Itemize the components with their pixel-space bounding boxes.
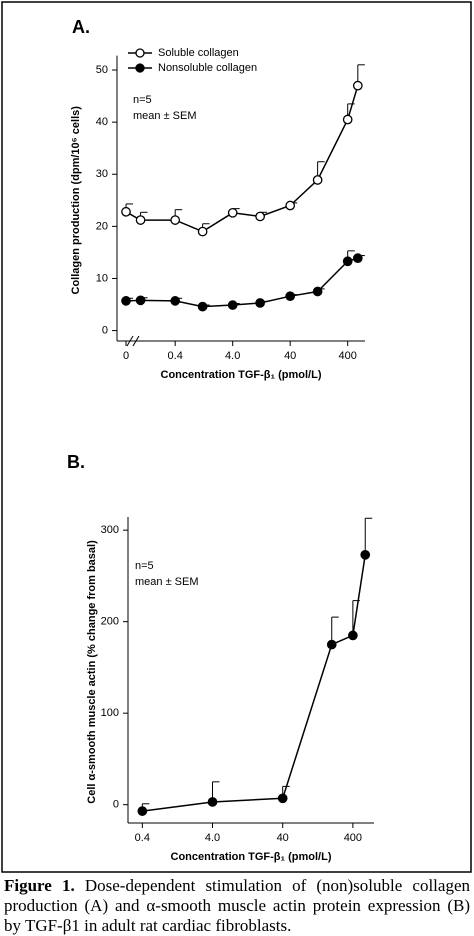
x-axis-label: Concentration TGF-β₁ (pmol/L) [161, 369, 322, 381]
annotation: n=5 [133, 94, 152, 106]
legend-label: Soluble collagen [158, 47, 239, 59]
point [342, 114, 353, 125]
point [255, 298, 265, 308]
y-tick-label: 200 [101, 616, 119, 628]
panel-label: A. [72, 17, 90, 37]
y-axis-label: Cell α-smooth muscle actin (% change fro… [86, 540, 98, 804]
y-tick-label: 50 [96, 64, 108, 76]
legend-marker [135, 48, 145, 58]
point [348, 630, 358, 641]
point [255, 211, 265, 222]
point [285, 200, 296, 211]
y-tick-label: 40 [96, 116, 108, 128]
point [277, 793, 288, 804]
point [352, 80, 363, 91]
annotation: mean ± SEM [135, 576, 199, 588]
annotation: n=5 [135, 560, 154, 572]
x-tick-label: 0 [123, 350, 129, 362]
point [352, 253, 363, 263]
x-tick-label: 4.0 [205, 832, 220, 844]
x-tick-label: 40 [277, 832, 289, 844]
series-line [125, 257, 359, 308]
y-tick-label: 20 [96, 220, 108, 232]
axis-break [126, 335, 134, 347]
point [170, 215, 181, 225]
point [360, 550, 371, 560]
point [135, 295, 146, 306]
point [312, 175, 323, 185]
x-tick-label: 400 [344, 832, 362, 844]
point [121, 296, 131, 306]
series-line [125, 85, 359, 233]
point [326, 639, 337, 650]
y-tick-label: 30 [96, 168, 108, 180]
point [342, 256, 353, 267]
x-tick-label: 40 [284, 350, 296, 362]
y-tick-label: 0 [113, 799, 119, 811]
legend-marker [135, 63, 145, 73]
x-axis-label: Concentration TGF-β₁ (pmol/L) [171, 851, 332, 863]
series-line [142, 554, 366, 812]
point [137, 806, 148, 816]
point [207, 797, 218, 807]
x-tick-label: 0.4 [168, 350, 183, 362]
point [312, 286, 323, 297]
panel-label: B. [67, 452, 85, 472]
point [197, 301, 208, 312]
caption-label: Figure 1. [4, 876, 75, 895]
y-tick-label: 10 [96, 272, 108, 284]
point [197, 226, 208, 237]
y-tick-label: 100 [101, 707, 119, 719]
x-tick-label: 400 [339, 350, 357, 362]
point [227, 207, 238, 218]
x-tick-label: 0.4 [135, 832, 150, 844]
point [227, 300, 238, 310]
caption: Figure 1. Dose-dependent stimulation of … [4, 876, 470, 936]
point [170, 296, 181, 306]
axis-break [132, 335, 140, 347]
annotation: mean ± SEM [133, 110, 197, 122]
point [285, 291, 296, 302]
y-axis-label: Collagen production (dpm/10⁶ cells) [70, 106, 82, 295]
point [121, 206, 131, 217]
x-tick-label: 4.0 [225, 350, 240, 362]
y-tick-label: 300 [101, 524, 119, 536]
point [135, 215, 146, 225]
y-tick-label: 0 [102, 324, 108, 336]
legend-label: Nonsoluble collagen [158, 62, 257, 74]
frame [1, 1, 472, 873]
